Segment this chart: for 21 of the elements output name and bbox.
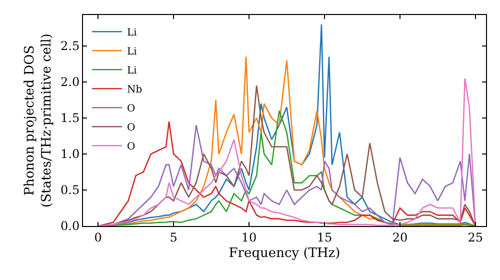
x-tick-label: 25 — [468, 230, 484, 244]
x-tick-label: 20 — [392, 230, 408, 244]
x-tick-label: 15 — [316, 230, 332, 244]
x-tick-label: 5 — [170, 230, 178, 244]
y-tick-label: 2.5 — [60, 39, 80, 54]
y-tick-label: 1.5 — [60, 111, 80, 126]
legend-label: Li — [127, 66, 137, 77]
y-tick-label: 0.0 — [60, 219, 80, 234]
y-tick-label: 0.5 — [60, 183, 80, 198]
legend-label: Li — [127, 28, 137, 39]
x-tick-label: 0 — [94, 230, 102, 244]
legend-label: Li — [127, 46, 137, 58]
y-tick-label: 1.0 — [60, 147, 80, 162]
y-axis-title: Phonon projected DOS (States/THz·primitive cell) — [22, 33, 54, 208]
legend-label: O — [127, 104, 136, 115]
legend-label: O — [127, 122, 136, 134]
legend-label: O — [127, 142, 136, 153]
legend-label: Nb — [127, 84, 142, 96]
x-axis-title: Frequency (THz) — [228, 246, 340, 261]
x-tick-label: 10 — [241, 230, 257, 244]
y-tick-label: 2.0 — [60, 75, 80, 90]
